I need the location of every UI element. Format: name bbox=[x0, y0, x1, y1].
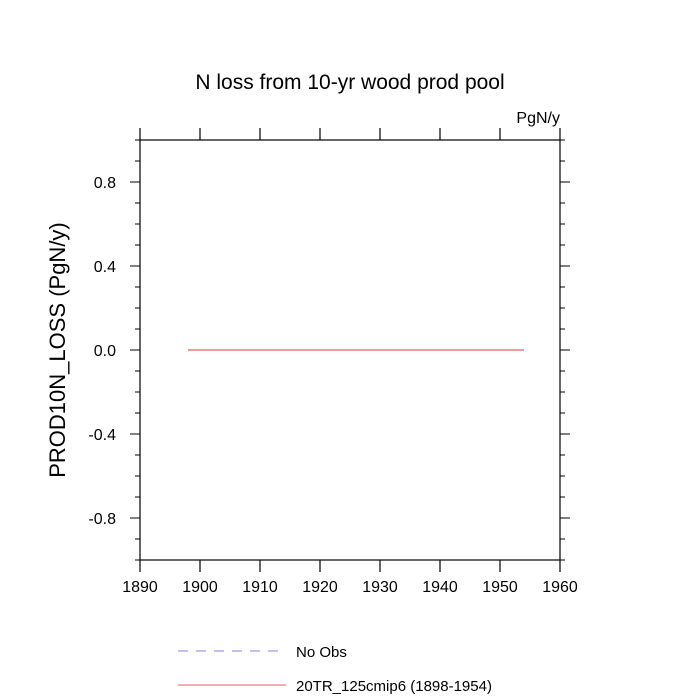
legend: No Obs 20TR_125cmip6 (1898-1954) bbox=[178, 644, 492, 695]
legend-label-20tr-125cmip6: 20TR_125cmip6 (1898-1954) bbox=[296, 678, 492, 695]
legend-item-no-obs: No Obs bbox=[178, 644, 347, 661]
x-tick-label: 1890 bbox=[122, 579, 158, 596]
x-tick-label: 1930 bbox=[362, 579, 398, 596]
legend-item-20tr-125cmip6: 20TR_125cmip6 (1898-1954) bbox=[178, 678, 492, 695]
y-tick-label: 0.0 bbox=[94, 343, 116, 360]
x-tick-label: 1960 bbox=[542, 579, 578, 596]
legend-label-no-obs: No Obs bbox=[296, 644, 347, 661]
units-label: PgN/y bbox=[516, 110, 560, 127]
x-tick-label: 1950 bbox=[482, 579, 518, 596]
x-tick-label: 1910 bbox=[242, 579, 278, 596]
chart-title: N loss from 10-yr wood prod pool bbox=[195, 71, 504, 94]
y-tick-label: 0.4 bbox=[94, 259, 116, 276]
y-axis: -0.8 -0.4 0.0 0.4 0.8 bbox=[88, 139, 570, 561]
x-tick-label: 1940 bbox=[422, 579, 458, 596]
y-tick-label: 0.8 bbox=[94, 175, 116, 192]
x-axis: 1890 1900 1910 1920 1930 1940 1950 1960 bbox=[122, 128, 578, 596]
x-tick-label: 1920 bbox=[302, 579, 338, 596]
y-tick-label: -0.4 bbox=[88, 427, 116, 444]
y-tick-label: -0.8 bbox=[88, 511, 116, 528]
y-axis-label: PROD10N_LOSS (PgN/y) bbox=[45, 222, 70, 478]
x-tick-label: 1900 bbox=[182, 579, 218, 596]
